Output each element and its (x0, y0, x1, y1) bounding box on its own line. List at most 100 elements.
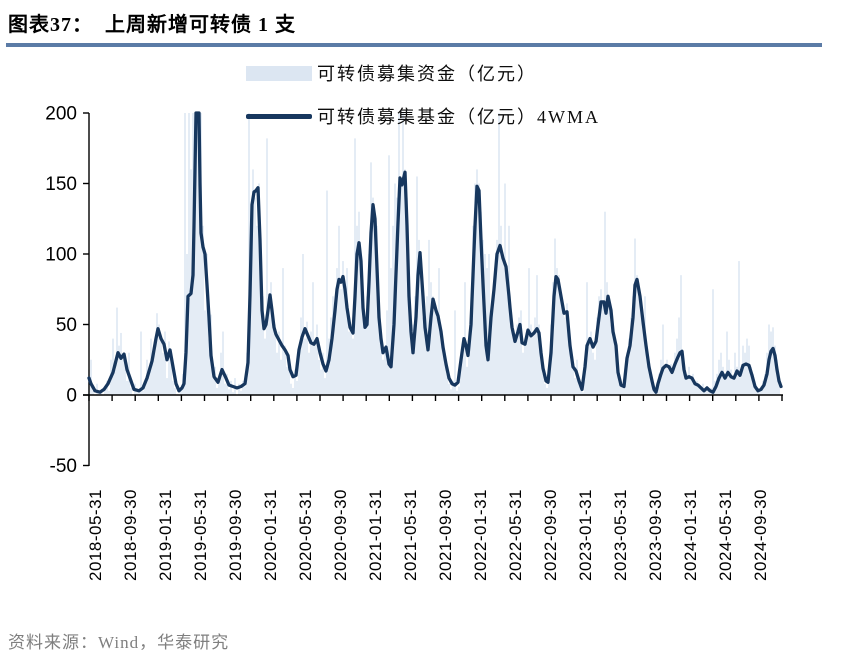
y-axis-labels: 200 150 100 50 0 -50 (45, 104, 77, 478)
bar (306, 321, 308, 395)
bar (446, 373, 448, 395)
bar (278, 331, 280, 395)
bar (198, 183, 200, 395)
bar (380, 345, 382, 395)
bar (204, 310, 206, 395)
bar (730, 369, 732, 395)
bar (496, 239, 498, 395)
bar (442, 345, 444, 395)
bar (676, 338, 678, 395)
bar (682, 359, 684, 395)
bar (458, 386, 460, 395)
bar (724, 373, 726, 395)
bar (310, 331, 312, 395)
bar (118, 345, 120, 395)
bar (368, 254, 370, 395)
bar (554, 238, 556, 395)
bar (142, 390, 144, 395)
bar (378, 296, 380, 395)
bar (168, 341, 170, 395)
bar (538, 324, 540, 395)
bar (574, 378, 576, 395)
bar (540, 352, 542, 395)
bar (282, 268, 284, 395)
bar (206, 254, 208, 395)
bar (430, 282, 432, 395)
bar (370, 162, 372, 395)
bar (706, 386, 708, 395)
bar (174, 387, 176, 395)
bar (654, 392, 656, 395)
bar (460, 359, 462, 395)
bar (188, 113, 190, 395)
bar (276, 352, 278, 395)
bar (452, 380, 454, 395)
bar (684, 369, 686, 395)
bar (342, 261, 344, 395)
bar (610, 324, 612, 395)
bar (432, 296, 434, 395)
bar (348, 331, 350, 395)
bar (398, 113, 400, 395)
y-tick-label: 200 (45, 104, 77, 125)
bar (336, 268, 338, 395)
bar (412, 324, 414, 395)
bar (596, 317, 598, 395)
x-tick-label: 2023-09-30 (646, 489, 665, 581)
bar (328, 338, 330, 395)
bar (104, 386, 106, 395)
bar (674, 352, 676, 395)
bar (606, 282, 608, 395)
bar (218, 378, 220, 395)
bar (156, 313, 158, 395)
bar (696, 380, 698, 395)
bar (196, 113, 198, 395)
bar (212, 378, 214, 395)
bar (266, 138, 268, 395)
bar (270, 282, 272, 395)
bar (222, 331, 224, 395)
bar (602, 303, 604, 395)
bar (632, 296, 634, 395)
bar (572, 369, 574, 395)
bar (582, 392, 584, 395)
bar (194, 134, 196, 395)
bar (252, 169, 254, 395)
bar (750, 366, 752, 395)
bar (200, 113, 202, 395)
bar (420, 282, 422, 395)
bar (502, 254, 504, 395)
bar (666, 359, 668, 395)
bar (428, 239, 430, 395)
bar (316, 324, 318, 395)
bar (280, 359, 282, 395)
bar (366, 296, 368, 395)
bar (340, 289, 342, 395)
bar (154, 345, 156, 395)
bar (126, 380, 128, 395)
bar (732, 378, 734, 395)
bar (474, 183, 476, 395)
bar (542, 373, 544, 395)
bar (144, 380, 146, 395)
bar (562, 310, 564, 395)
bar (694, 383, 696, 395)
bar (166, 378, 168, 395)
bar (772, 327, 774, 395)
bar (480, 211, 482, 395)
x-tick-label: 2023-05-31 (611, 489, 630, 581)
bar (692, 373, 694, 395)
bar (514, 338, 516, 395)
bar (408, 282, 410, 395)
bar (650, 380, 652, 395)
bar (618, 378, 620, 395)
bar (740, 373, 742, 395)
x-tick-label: 2024-05-31 (716, 489, 735, 581)
bar (556, 268, 558, 395)
bar (778, 378, 780, 395)
bar (680, 275, 682, 395)
bar (382, 359, 384, 395)
bar (536, 275, 538, 395)
legend-item-line: 可转债募集基金（亿元）4WMA (246, 105, 600, 127)
bar (544, 383, 546, 395)
